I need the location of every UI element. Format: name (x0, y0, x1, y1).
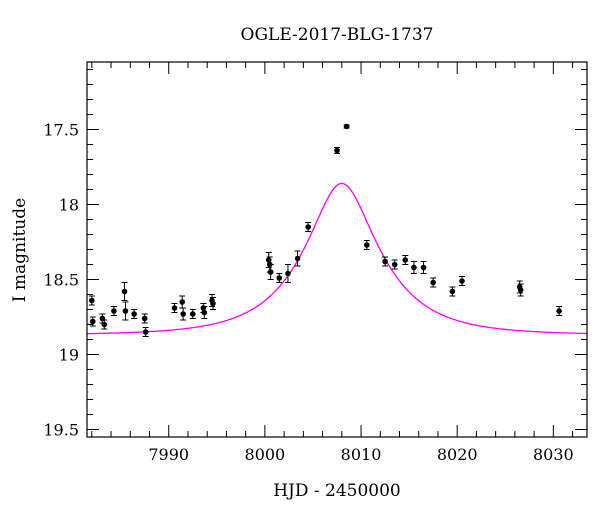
data-point (210, 300, 216, 307)
x-tick-label: 7990 (148, 445, 189, 464)
data-point (89, 297, 95, 304)
x-tick-label: 8030 (533, 445, 574, 464)
model-curve-layer (86, 182, 588, 335)
data-point (420, 264, 427, 271)
data-point (285, 270, 291, 277)
data-point (267, 269, 274, 275)
y-tick-label: 17.5 (43, 121, 79, 140)
data-point (89, 318, 96, 325)
data-point (343, 123, 350, 130)
data-point (305, 224, 311, 230)
data-point (131, 311, 137, 317)
x-tick-label: 8010 (341, 445, 382, 464)
data-point (402, 257, 409, 263)
chart-title: OGLE-2017-BLG-1737 (241, 25, 434, 45)
data-point (179, 299, 185, 305)
data-point (411, 264, 417, 271)
data-point (122, 308, 129, 314)
data-point (101, 321, 108, 328)
x-tick-label: 8020 (437, 445, 478, 464)
data-point (142, 329, 149, 335)
y-tick-label: 19.5 (43, 421, 79, 440)
data-point (459, 278, 465, 284)
data-point (276, 275, 283, 281)
data-point (391, 261, 398, 268)
data-point (449, 288, 456, 295)
data-point (430, 279, 436, 286)
data-point (111, 308, 117, 314)
data-point (334, 147, 340, 154)
data-point (171, 305, 178, 311)
data-point (121, 288, 128, 295)
y-tick-label: 19 (59, 346, 79, 365)
model-curve (86, 182, 588, 335)
data-point (189, 311, 196, 317)
y-axis-label: I magnitude (10, 198, 30, 302)
data-point (556, 308, 562, 314)
x-tick-label: 8000 (245, 445, 286, 464)
data-point (517, 287, 524, 293)
x-axis-label: HJD - 2450000 (273, 481, 401, 501)
data-point (201, 309, 208, 316)
y-tick-label: 18.5 (43, 271, 79, 290)
data-points-layer (88, 123, 563, 337)
y-tick-label: 18 (59, 196, 79, 215)
data-point (382, 258, 388, 265)
data-point (180, 311, 186, 317)
data-point (364, 242, 370, 248)
plot-frame (86, 61, 588, 438)
data-point (141, 315, 148, 322)
axis-ticks-layer: 7990 8000 8010 8020 8030 17.5 18 18.5 19 19.5 (43, 62, 587, 464)
data-point (294, 255, 301, 262)
